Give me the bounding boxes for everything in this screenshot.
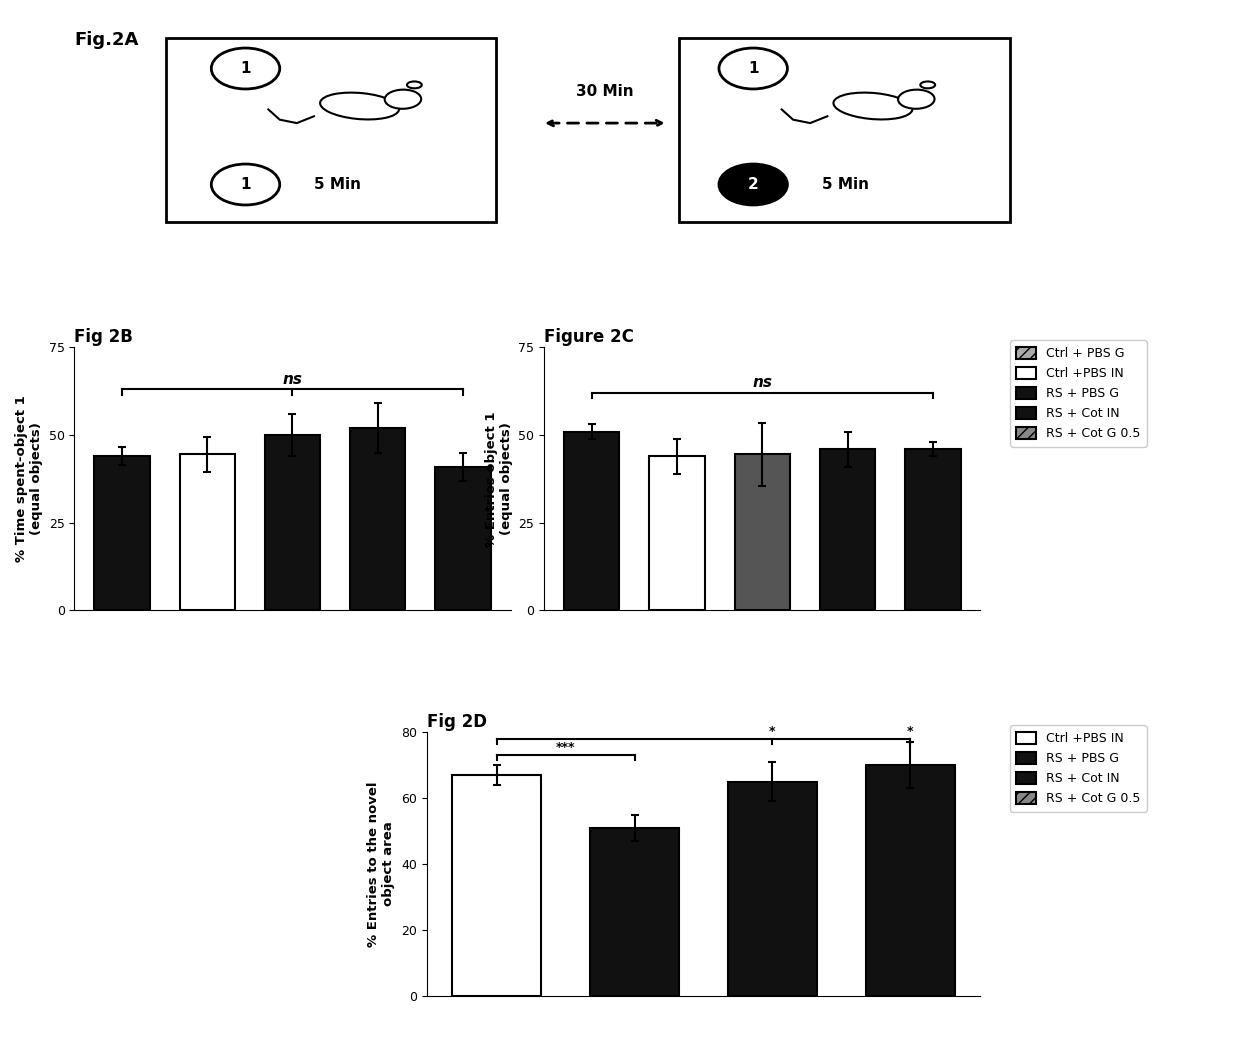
Text: Fig.2A: Fig.2A <box>74 31 139 49</box>
Bar <box>350 428 405 611</box>
Bar <box>265 436 320 611</box>
Ellipse shape <box>898 89 935 109</box>
Y-axis label: % Time spent-object 1
(equal objects): % Time spent-object 1 (equal objects) <box>15 395 43 562</box>
Text: ns: ns <box>283 371 303 387</box>
Bar <box>905 449 961 611</box>
Legend: Ctrl +PBS IN, RS + PBS G, RS + Cot IN, RS + Cot G 0.5: Ctrl +PBS IN, RS + PBS G, RS + Cot IN, R… <box>1011 726 1147 812</box>
Circle shape <box>211 48 280 89</box>
Bar <box>564 431 620 611</box>
Ellipse shape <box>384 89 422 109</box>
Ellipse shape <box>833 92 913 119</box>
Legend: Ctrl + PBS G, Ctrl +PBS IN, RS + PBS G, RS + Cot IN, RS + Cot G 0.5: Ctrl + PBS G, Ctrl +PBS IN, RS + PBS G, … <box>1011 340 1147 447</box>
Text: 1: 1 <box>241 61 250 76</box>
Bar <box>451 775 542 996</box>
Ellipse shape <box>320 92 399 119</box>
Bar <box>94 456 150 611</box>
Ellipse shape <box>407 82 422 88</box>
Text: 1: 1 <box>241 177 250 192</box>
Text: 5 Min: 5 Min <box>314 177 361 192</box>
Bar <box>435 467 491 611</box>
Bar <box>650 456 704 611</box>
Text: 1: 1 <box>748 61 759 76</box>
Text: Fig 2D: Fig 2D <box>427 712 487 731</box>
Bar <box>734 454 790 611</box>
Circle shape <box>211 164 280 205</box>
Bar <box>680 37 1009 222</box>
Text: ***: *** <box>556 741 575 754</box>
Y-axis label: % Entries object 1
(equal objects): % Entries object 1 (equal objects) <box>485 411 513 546</box>
Bar <box>166 37 496 222</box>
Text: 2: 2 <box>748 177 759 192</box>
Text: *: * <box>769 725 776 738</box>
Bar <box>728 782 817 996</box>
Circle shape <box>719 48 787 89</box>
Ellipse shape <box>920 82 935 88</box>
Text: Figure 2C: Figure 2C <box>544 328 634 345</box>
Circle shape <box>719 164 787 205</box>
Text: 5 Min: 5 Min <box>822 177 869 192</box>
Bar <box>590 828 680 996</box>
Bar <box>866 765 955 996</box>
Bar <box>820 449 875 611</box>
Text: 30 Min: 30 Min <box>577 84 634 100</box>
Text: *: * <box>908 725 914 738</box>
Y-axis label: % Entries to the novel
object area: % Entries to the novel object area <box>367 781 396 947</box>
Text: ns: ns <box>753 375 773 390</box>
Text: Fig 2B: Fig 2B <box>74 328 133 345</box>
Bar <box>180 454 234 611</box>
